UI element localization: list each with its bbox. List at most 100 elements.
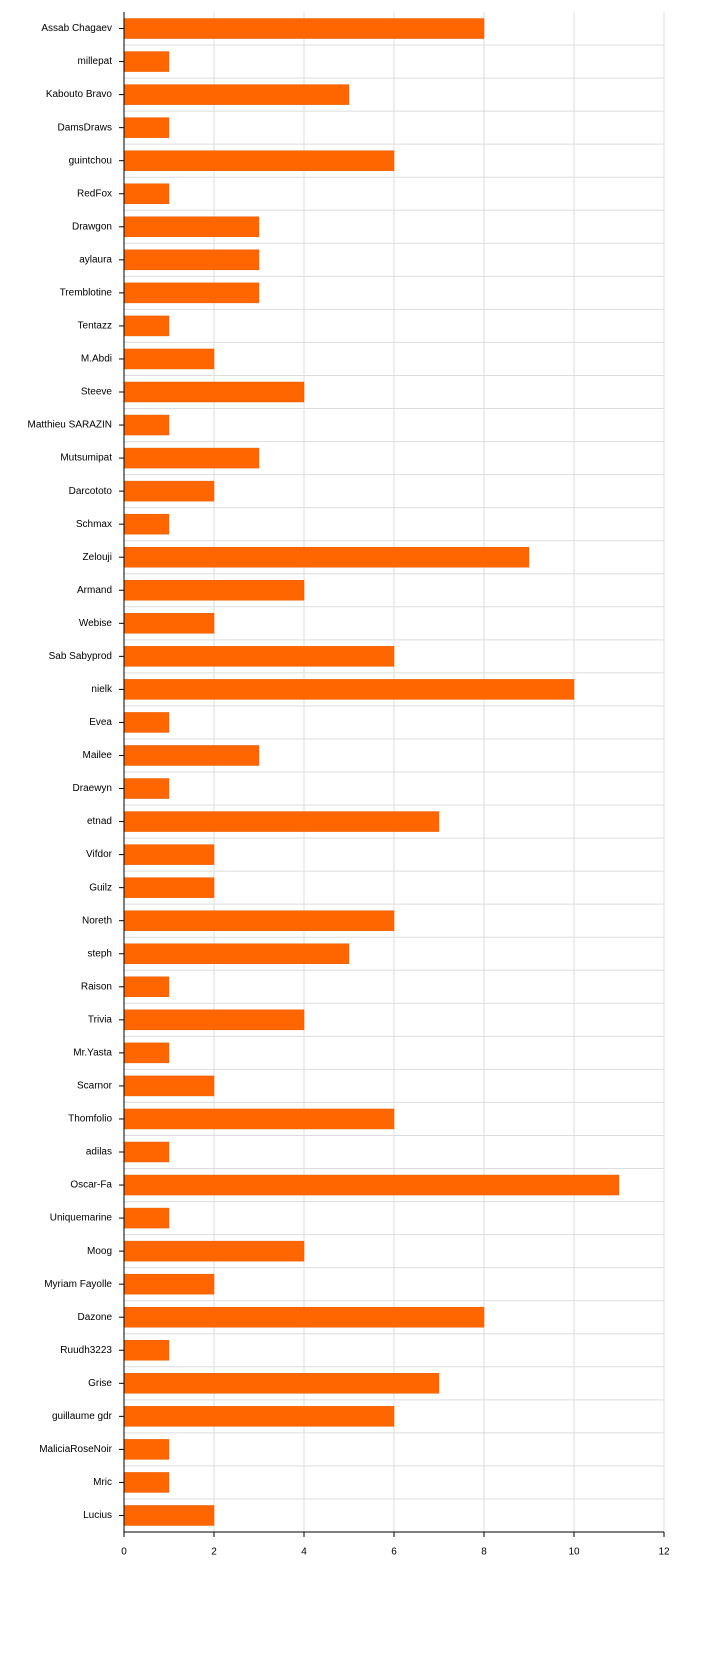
- y-tick-label: M.Abdi: [81, 354, 112, 365]
- bar: [123, 1439, 170, 1460]
- y-tick-label: Mr.Yasta: [73, 1048, 112, 1059]
- y-tick-label: millepat: [78, 56, 113, 67]
- bar: [123, 1273, 215, 1295]
- bar: [123, 712, 170, 733]
- bar: [123, 1472, 170, 1493]
- y-tick-label: Dazone: [78, 1312, 113, 1323]
- y-tick-label: Matthieu SARAZIN: [28, 420, 112, 431]
- bar: [123, 216, 260, 238]
- y-tick-label: Kabouto Bravo: [46, 89, 113, 100]
- y-tick-label: Guilz: [89, 882, 112, 893]
- bar: [123, 844, 215, 865]
- y-tick-label: Webise: [79, 618, 113, 629]
- y-tick-label: Darcototo: [69, 486, 113, 497]
- y-tick-label: Thomfolio: [68, 1114, 112, 1125]
- y-tick-label: Scarnor: [77, 1081, 113, 1092]
- bar: [123, 646, 395, 667]
- y-tick-label: Lucius: [83, 1510, 112, 1521]
- y-tick-label: Raison: [81, 981, 112, 992]
- y-tick-label: Sab Sabyprod: [49, 651, 112, 662]
- x-tick-label: 10: [568, 1547, 580, 1558]
- y-tick-label: Armand: [77, 585, 112, 596]
- y-tick-label: Tremblotine: [60, 288, 113, 299]
- y-tick-label: Grise: [88, 1378, 112, 1389]
- y-tick-label: Uniquemarine: [50, 1213, 113, 1224]
- y-tick-label: MaliciaRoseNoir: [39, 1444, 112, 1455]
- y-tick-label: adilas: [86, 1147, 112, 1158]
- bar: [123, 348, 215, 370]
- bar: [123, 84, 350, 105]
- bar: [123, 1207, 170, 1229]
- bar: [123, 1373, 440, 1394]
- y-tick-label: aylaura: [79, 254, 112, 265]
- x-tick-label: 12: [658, 1547, 670, 1558]
- y-tick-label: Zelouji: [83, 552, 112, 563]
- bar: [123, 745, 260, 766]
- y-tick-label: Drawgon: [72, 221, 112, 232]
- bar: [123, 1306, 485, 1328]
- bar: [123, 381, 305, 403]
- bar: [123, 1240, 305, 1262]
- bar: [123, 943, 350, 964]
- x-tick-label: 4: [301, 1547, 307, 1558]
- y-tick-label: Schmax: [76, 519, 112, 530]
- bar: [123, 910, 395, 931]
- y-tick-label: Vifdor: [86, 849, 113, 860]
- bar: [123, 249, 260, 271]
- bar: [123, 1108, 395, 1130]
- y-tick-label: DamsDraws: [58, 122, 112, 133]
- y-tick-label: guintchou: [69, 155, 112, 166]
- bar: [123, 315, 170, 337]
- y-tick-label: Tentazz: [78, 321, 112, 332]
- y-tick-label: Draewyn: [73, 783, 112, 794]
- y-tick-label: Moog: [87, 1246, 112, 1257]
- bar: [123, 480, 215, 502]
- y-tick-label: nielk: [91, 684, 113, 695]
- y-tick-label: Assab Chagaev: [41, 23, 112, 34]
- y-tick-label: Mric: [93, 1477, 112, 1488]
- bar: [123, 513, 170, 535]
- bar: [123, 1009, 305, 1031]
- y-tick-label: Mailee: [83, 750, 113, 761]
- bar: [123, 183, 170, 204]
- y-tick-label: steph: [88, 948, 112, 959]
- bar: [123, 117, 170, 138]
- y-tick-label: Evea: [89, 717, 112, 728]
- y-tick-label: Noreth: [82, 915, 112, 926]
- bar: [123, 1505, 215, 1526]
- bar: [123, 1042, 170, 1064]
- x-tick-label: 2: [211, 1547, 217, 1558]
- bar: [123, 18, 485, 39]
- bar: [123, 1174, 620, 1196]
- y-tick-label: Trivia: [88, 1014, 113, 1025]
- bar: [123, 976, 170, 998]
- y-tick-label: Steeve: [81, 387, 113, 398]
- bar: [123, 1406, 395, 1427]
- bar: [123, 150, 395, 171]
- x-tick-label: 0: [121, 1547, 127, 1558]
- bar: [123, 546, 530, 568]
- x-tick-label: 6: [391, 1547, 397, 1558]
- y-tick-label: Mutsumipat: [60, 453, 112, 464]
- y-tick-label: Oscar-Fa: [70, 1180, 112, 1191]
- bar: [123, 580, 305, 601]
- x-tick-label: 8: [481, 1547, 487, 1558]
- bar: [123, 877, 215, 898]
- bar: [123, 414, 170, 436]
- bar: [123, 679, 575, 700]
- bar: [123, 51, 170, 72]
- bar: [123, 811, 440, 832]
- bar: [123, 1141, 170, 1163]
- bar: [123, 1075, 215, 1097]
- y-tick-label: guillaume gdr: [52, 1411, 113, 1422]
- bar: [123, 1340, 170, 1361]
- y-tick-label: etnad: [87, 816, 112, 827]
- bar: [123, 778, 170, 799]
- y-tick-label: Ruudh3223: [60, 1345, 112, 1356]
- bar: [123, 613, 215, 634]
- bar: [123, 447, 260, 469]
- y-tick-label: RedFox: [77, 188, 112, 199]
- bar: [123, 282, 260, 304]
